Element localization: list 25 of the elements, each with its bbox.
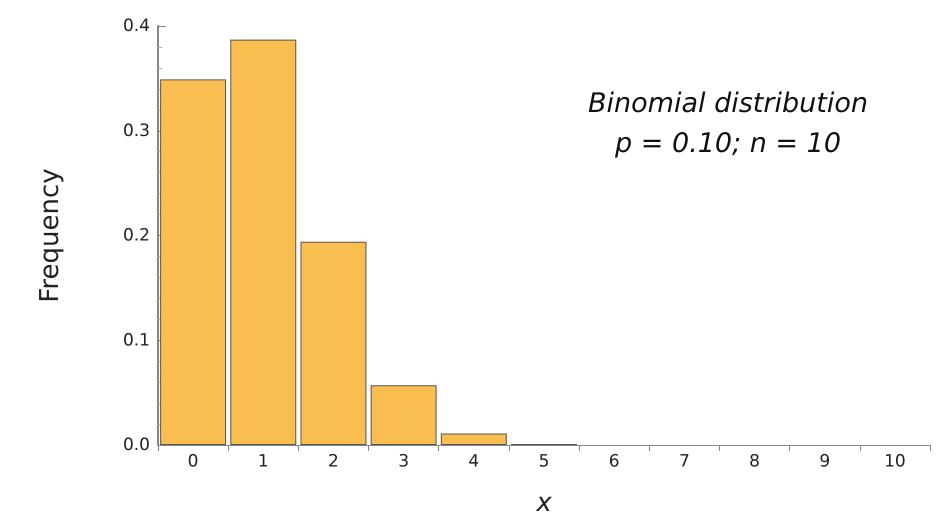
annotation: Binomial distribution: [588, 88, 868, 119]
x-tick-label: 6: [608, 452, 620, 472]
x-tick-label: 8: [749, 452, 760, 472]
bar: [300, 242, 366, 445]
y-axis-title: Frequency: [35, 168, 65, 303]
x-tick-label: 5: [538, 452, 550, 472]
x-tick-label: 2: [328, 452, 339, 472]
y-tick-label: 0.1: [122, 330, 150, 350]
bar: [230, 40, 296, 445]
annotation: p = 0.10; n = 10: [614, 128, 841, 159]
y-tick-label: 0.4: [122, 16, 150, 36]
x-tick-label: 4: [468, 452, 480, 472]
x-tick-label: 1: [258, 452, 269, 472]
bar: [370, 385, 437, 445]
bar: [160, 79, 226, 445]
bar: [440, 433, 507, 445]
x-tick-label: 10: [884, 452, 906, 472]
y-tick-label: 0.2: [122, 226, 150, 246]
x-axis-title: x: [535, 488, 552, 518]
x-tick-label: 3: [398, 452, 410, 472]
x-tick-label: 0: [188, 452, 199, 472]
x-tick-label: 7: [678, 452, 690, 472]
y-tick-label: 0.0: [122, 435, 150, 455]
y-tick-label: 0.3: [122, 120, 150, 141]
x-tick-label: 9: [819, 452, 830, 472]
